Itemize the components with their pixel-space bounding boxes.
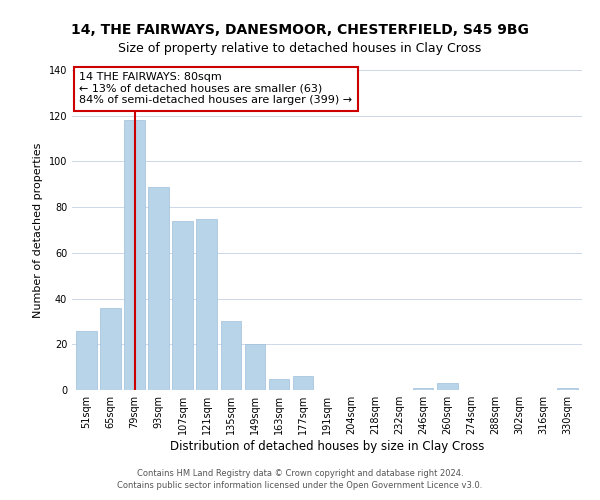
Bar — [196, 218, 217, 390]
Bar — [124, 120, 145, 390]
X-axis label: Distribution of detached houses by size in Clay Cross: Distribution of detached houses by size … — [170, 440, 484, 453]
Bar — [413, 388, 433, 390]
Bar — [269, 378, 289, 390]
Bar — [557, 388, 578, 390]
Bar — [221, 322, 241, 390]
Bar — [293, 376, 313, 390]
Text: 14 THE FAIRWAYS: 80sqm
← 13% of detached houses are smaller (63)
84% of semi-det: 14 THE FAIRWAYS: 80sqm ← 13% of detached… — [79, 72, 352, 106]
Bar — [100, 308, 121, 390]
Y-axis label: Number of detached properties: Number of detached properties — [33, 142, 43, 318]
Bar — [76, 330, 97, 390]
Bar — [148, 186, 169, 390]
Text: Contains public sector information licensed under the Open Government Licence v3: Contains public sector information licen… — [118, 481, 482, 490]
Text: 14, THE FAIRWAYS, DANESMOOR, CHESTERFIELD, S45 9BG: 14, THE FAIRWAYS, DANESMOOR, CHESTERFIEL… — [71, 22, 529, 36]
Text: Size of property relative to detached houses in Clay Cross: Size of property relative to detached ho… — [118, 42, 482, 55]
Bar — [245, 344, 265, 390]
Text: Contains HM Land Registry data © Crown copyright and database right 2024.: Contains HM Land Registry data © Crown c… — [137, 468, 463, 477]
Bar — [172, 221, 193, 390]
Bar — [437, 383, 458, 390]
